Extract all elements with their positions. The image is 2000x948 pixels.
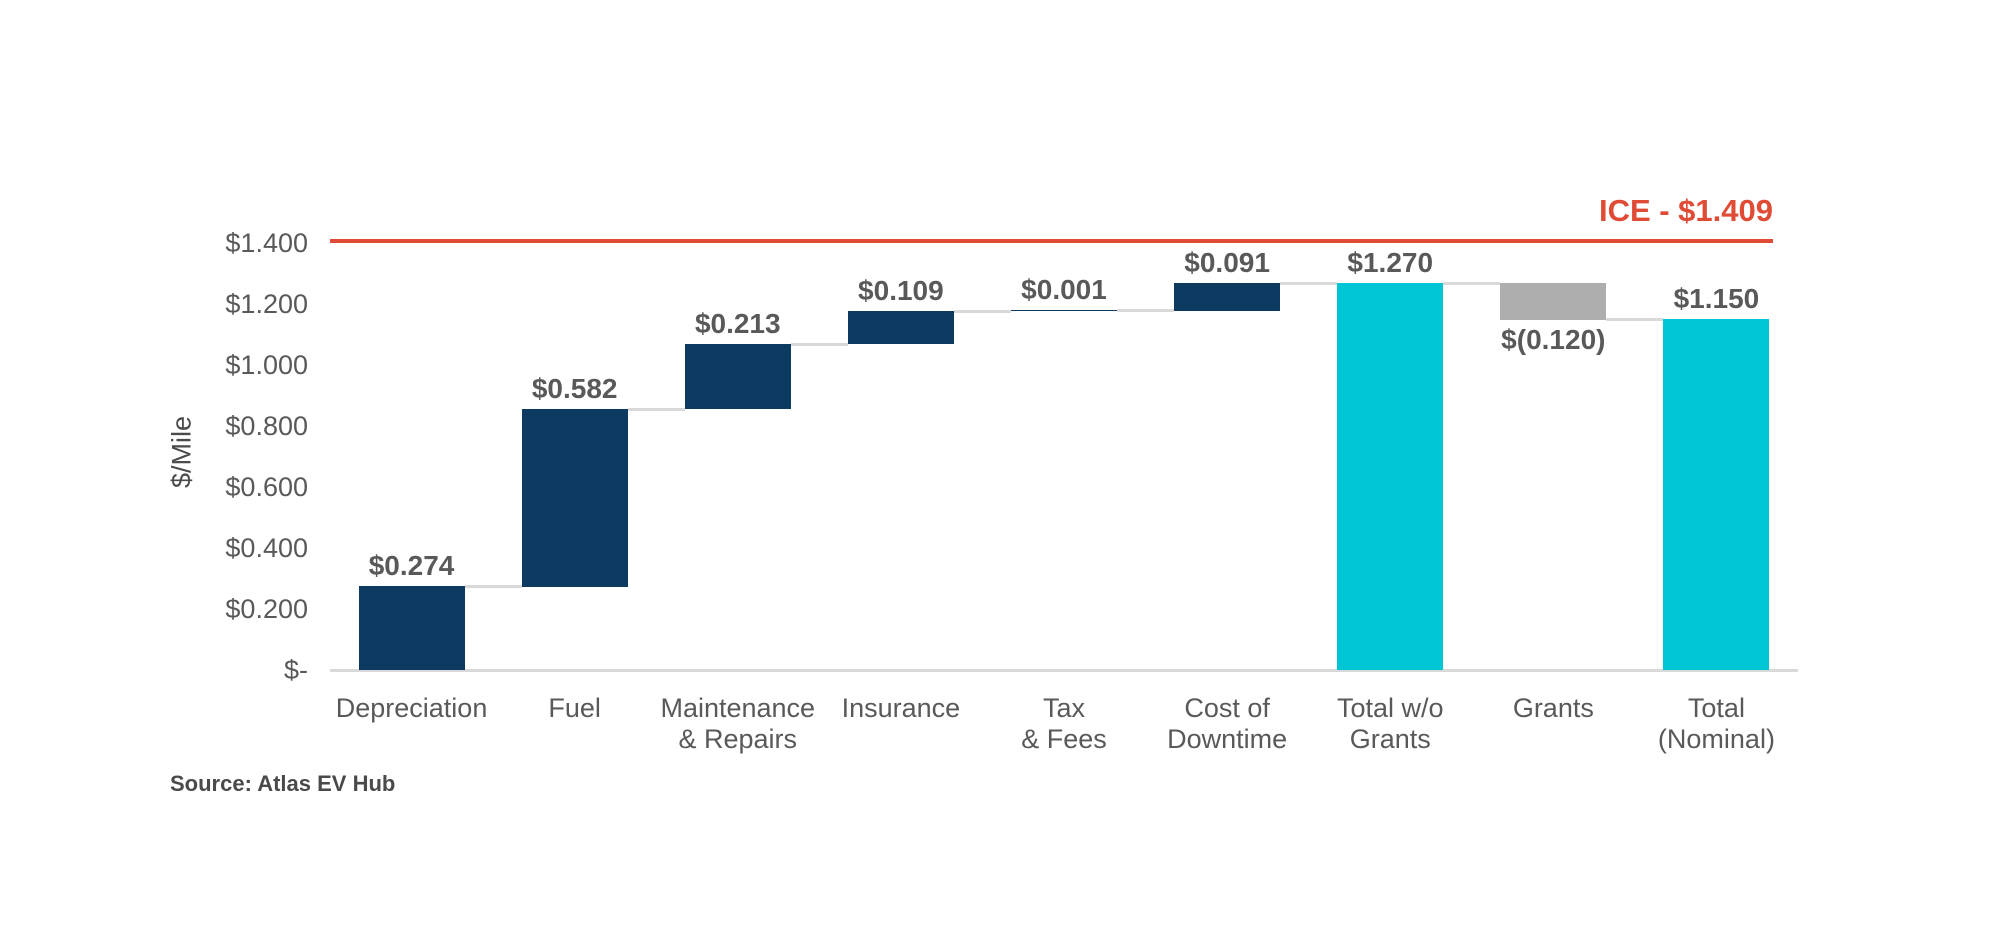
source-note: Source: Atlas EV Hub [170, 771, 396, 796]
data-label-fuel: $0.582 [531, 372, 618, 404]
data-label-tax-fees: $0.001 [1021, 274, 1107, 306]
y-tick-label-0-600: $0.600 [225, 472, 308, 502]
data-label-insurance: $0.109 [858, 274, 944, 306]
y-tick-label-1-200: $1.200 [225, 289, 308, 319]
data-label-total-nominal: $1.150 [1673, 283, 1760, 315]
y-tick-label-1-400: $1.400 [225, 228, 308, 258]
y-tick-label-: $- [283, 655, 308, 685]
bar-maintenance-repairs [684, 343, 791, 409]
connector-line [1280, 281, 1338, 285]
category-label-depreciation: Depreciation [335, 693, 488, 723]
connector-line [953, 309, 1011, 313]
y-tick-label-0-800: $0.800 [225, 411, 308, 441]
ice-reference-line [330, 239, 1773, 243]
bar-insurance [847, 310, 954, 344]
connector-line [790, 342, 848, 346]
bar-total-nominal [1663, 319, 1770, 671]
category-label-tax-fees: Tax & Fees [1021, 693, 1107, 754]
data-label-maintenance-repairs: $0.213 [694, 307, 781, 339]
data-label-grants: $(0.120) [1501, 323, 1606, 355]
category-label-cost-of-downtime: Cost of Downtime [1167, 693, 1288, 754]
y-tick-label-0-200: $0.200 [225, 594, 308, 624]
category-label-fuel: Fuel [548, 693, 601, 723]
bar-fuel [521, 408, 628, 587]
category-label-total-w-o-grants: Total w/o Grants [1336, 693, 1444, 754]
connector-line [1443, 281, 1501, 285]
category-label-insurance: Insurance [841, 693, 961, 723]
data-label-depreciation: $0.274 [368, 550, 455, 582]
bar-grants [1500, 282, 1607, 320]
connector-line [1117, 309, 1175, 313]
category-label-maintenance-repairs: Maintenance & Repairs [660, 693, 816, 754]
x-axis-line [330, 669, 1798, 672]
connector-line [1606, 318, 1664, 322]
bar-depreciation [358, 586, 465, 671]
data-label-total-w-o-grants: $1.270 [1347, 246, 1434, 278]
connector-line [464, 585, 522, 589]
bar-total-w-o-grants [1337, 282, 1444, 670]
y-tick-label-0-400: $0.400 [225, 533, 308, 563]
bar-tax-fees [1011, 310, 1117, 312]
bar-cost-of-downtime [1174, 282, 1281, 311]
connector-line [627, 407, 685, 411]
data-label-cost-of-downtime: $0.091 [1184, 246, 1270, 278]
y-tick-label-1-000: $1.000 [225, 350, 308, 380]
category-label-grants: Grants [1512, 693, 1594, 723]
category-label-total-nominal: Total (Nominal) [1657, 693, 1775, 754]
ice-reference-label: ICE - $1.409 [1598, 193, 1773, 228]
